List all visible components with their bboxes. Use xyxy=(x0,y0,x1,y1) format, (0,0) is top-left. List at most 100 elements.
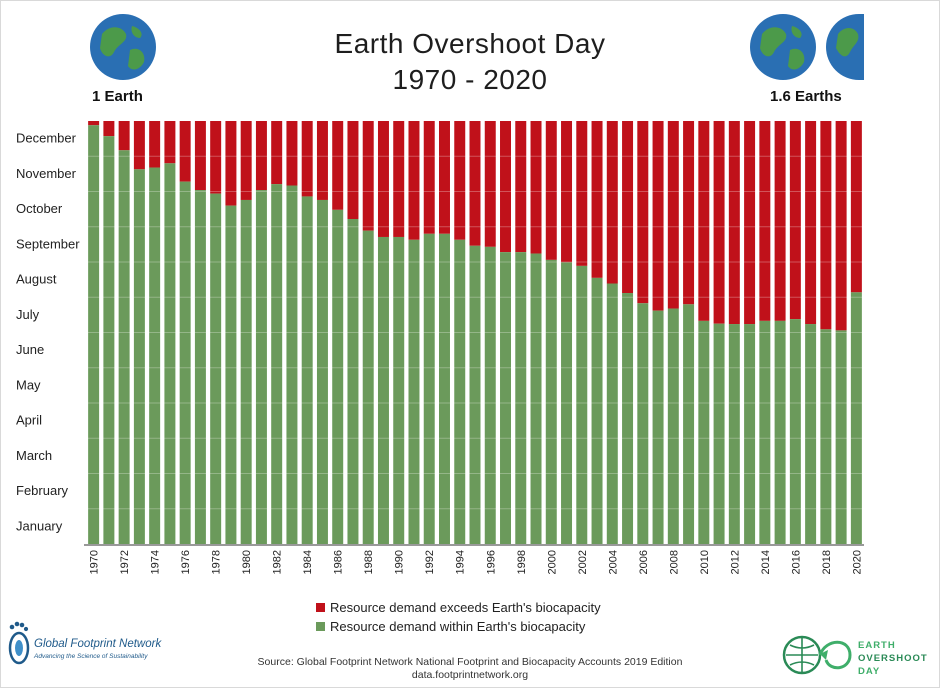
legend-item-overshoot: Resource demand exceeds Earth's biocapac… xyxy=(316,598,601,617)
globe-icon xyxy=(90,14,156,80)
legend: Resource demand exceeds Earth's biocapac… xyxy=(316,598,601,636)
source-line-1: Source: Global Footprint Network Nationa… xyxy=(257,656,683,668)
bar-within-1984 xyxy=(301,196,313,544)
earth-overshoot-day-logo: EARTH OVERSHOOT DAY xyxy=(780,630,930,680)
bar-within-2008 xyxy=(667,308,679,544)
bar-within-1980 xyxy=(240,199,252,544)
bar-overshoot-2004 xyxy=(606,121,618,284)
bar-overshoot-2014 xyxy=(759,121,771,321)
x-tick-label: 1992 xyxy=(424,550,436,574)
bar-within-1981 xyxy=(255,190,267,544)
y-tick-label: April xyxy=(16,413,42,428)
bar-within-2007 xyxy=(652,310,664,544)
bar-overshoot-2020 xyxy=(850,121,862,293)
x-tick-label: 2010 xyxy=(699,550,711,574)
x-tick-label: 2008 xyxy=(668,550,680,574)
bar-overshoot-2017 xyxy=(805,121,817,325)
bar-overshoot-1976 xyxy=(179,121,191,182)
bar-overshoot-2013 xyxy=(744,121,756,325)
bar-within-1992 xyxy=(423,233,435,545)
x-tick-label: 1976 xyxy=(180,550,192,574)
bar-overshoot-1983 xyxy=(286,121,298,186)
bar-overshoot-1989 xyxy=(377,121,389,237)
bar-within-1995 xyxy=(469,245,481,544)
y-tick-label: June xyxy=(16,342,44,357)
globe-icon xyxy=(826,14,864,80)
bar-within-2011 xyxy=(713,323,725,544)
bar-overshoot-1971 xyxy=(103,121,115,137)
y-tick-label: March xyxy=(16,448,52,463)
bar-overshoot-1987 xyxy=(347,121,359,219)
bar-within-2005 xyxy=(622,293,634,544)
bar-within-2003 xyxy=(591,277,603,544)
bar-overshoot-2016 xyxy=(789,121,801,320)
bar-overshoot-1980 xyxy=(240,121,252,200)
bar-within-1987 xyxy=(347,218,359,544)
bar-within-1973 xyxy=(133,169,145,545)
x-tick-label: 2002 xyxy=(577,550,589,574)
bar-overshoot-2012 xyxy=(728,121,740,325)
bar-within-2012 xyxy=(728,324,740,544)
bar-within-1989 xyxy=(377,236,389,544)
bar-overshoot-1997 xyxy=(500,121,512,253)
x-tick-label: 2006 xyxy=(638,550,650,574)
legend-swatch-overshoot xyxy=(316,603,325,612)
x-tick-label: 1984 xyxy=(302,550,314,574)
x-tick-label: 1994 xyxy=(455,550,467,574)
bar-within-2014 xyxy=(759,320,771,544)
y-tick-label: May xyxy=(16,377,41,392)
x-tick-label: 1998 xyxy=(516,550,528,574)
bar-overshoot-2001 xyxy=(561,121,573,263)
bar-overshoot-2002 xyxy=(576,121,588,266)
y-tick-label: January xyxy=(16,518,63,533)
legend-label-within: Resource demand within Earth's biocapaci… xyxy=(330,619,586,634)
bar-within-1998 xyxy=(515,252,527,544)
y-tick-label: November xyxy=(16,166,77,181)
bar-within-1991 xyxy=(408,239,420,545)
bar-overshoot-2000 xyxy=(545,121,557,260)
x-tick-label: 1978 xyxy=(211,550,223,574)
bar-within-1997 xyxy=(500,252,512,544)
legend-label-overshoot: Resource demand exceeds Earth's biocapac… xyxy=(330,600,601,615)
bar-overshoot-1998 xyxy=(515,121,527,253)
bar-within-2001 xyxy=(561,262,573,544)
bar-overshoot-1986 xyxy=(332,121,344,210)
bar-within-2013 xyxy=(744,324,756,544)
bar-overshoot-1981 xyxy=(255,121,267,191)
x-tick-label: 2004 xyxy=(607,550,619,574)
eod-logo-line-2: OVERSHOOT xyxy=(858,653,928,664)
bar-overshoot-1999 xyxy=(530,121,542,254)
chart-title: Earth Overshoot Day xyxy=(334,28,606,59)
bar-overshoot-1973 xyxy=(133,121,145,170)
bar-within-2020 xyxy=(850,292,862,544)
bar-within-1975 xyxy=(164,163,176,545)
bar-within-2010 xyxy=(698,320,710,544)
one-point-six-earths-label: 1.6 Earths xyxy=(770,88,842,105)
x-tick-label: 2000 xyxy=(546,550,558,574)
bar-overshoot-1993 xyxy=(438,121,450,234)
global-footprint-network-logo: Global Footprint Network Advancing the S… xyxy=(6,618,166,674)
bar-overshoot-1974 xyxy=(149,121,161,168)
bar-within-1979 xyxy=(225,205,237,544)
bar-overshoot-1988 xyxy=(362,121,374,231)
x-tick-label: 1996 xyxy=(485,550,497,574)
bar-within-1988 xyxy=(362,230,374,544)
bar-within-2018 xyxy=(820,329,832,544)
x-tick-label: 1970 xyxy=(89,550,101,574)
x-tick-label: 2014 xyxy=(760,550,772,574)
bar-within-1996 xyxy=(484,246,496,544)
one-earth-label: 1 Earth xyxy=(92,88,143,105)
bar-within-1982 xyxy=(271,184,283,544)
bar-overshoot-2003 xyxy=(591,121,603,278)
y-tick-label: September xyxy=(16,236,80,251)
bar-within-1999 xyxy=(530,253,542,545)
bar-overshoot-2015 xyxy=(774,121,786,321)
y-tick-label: February xyxy=(16,483,69,498)
bar-within-1994 xyxy=(454,239,466,545)
bar-overshoot-1994 xyxy=(454,121,466,240)
x-tick-label: 1986 xyxy=(333,550,345,574)
eod-logo-line-3: DAY xyxy=(858,666,881,677)
bar-within-1978 xyxy=(210,193,222,545)
bar-within-2006 xyxy=(637,303,649,544)
bar-overshoot-1978 xyxy=(210,121,222,194)
